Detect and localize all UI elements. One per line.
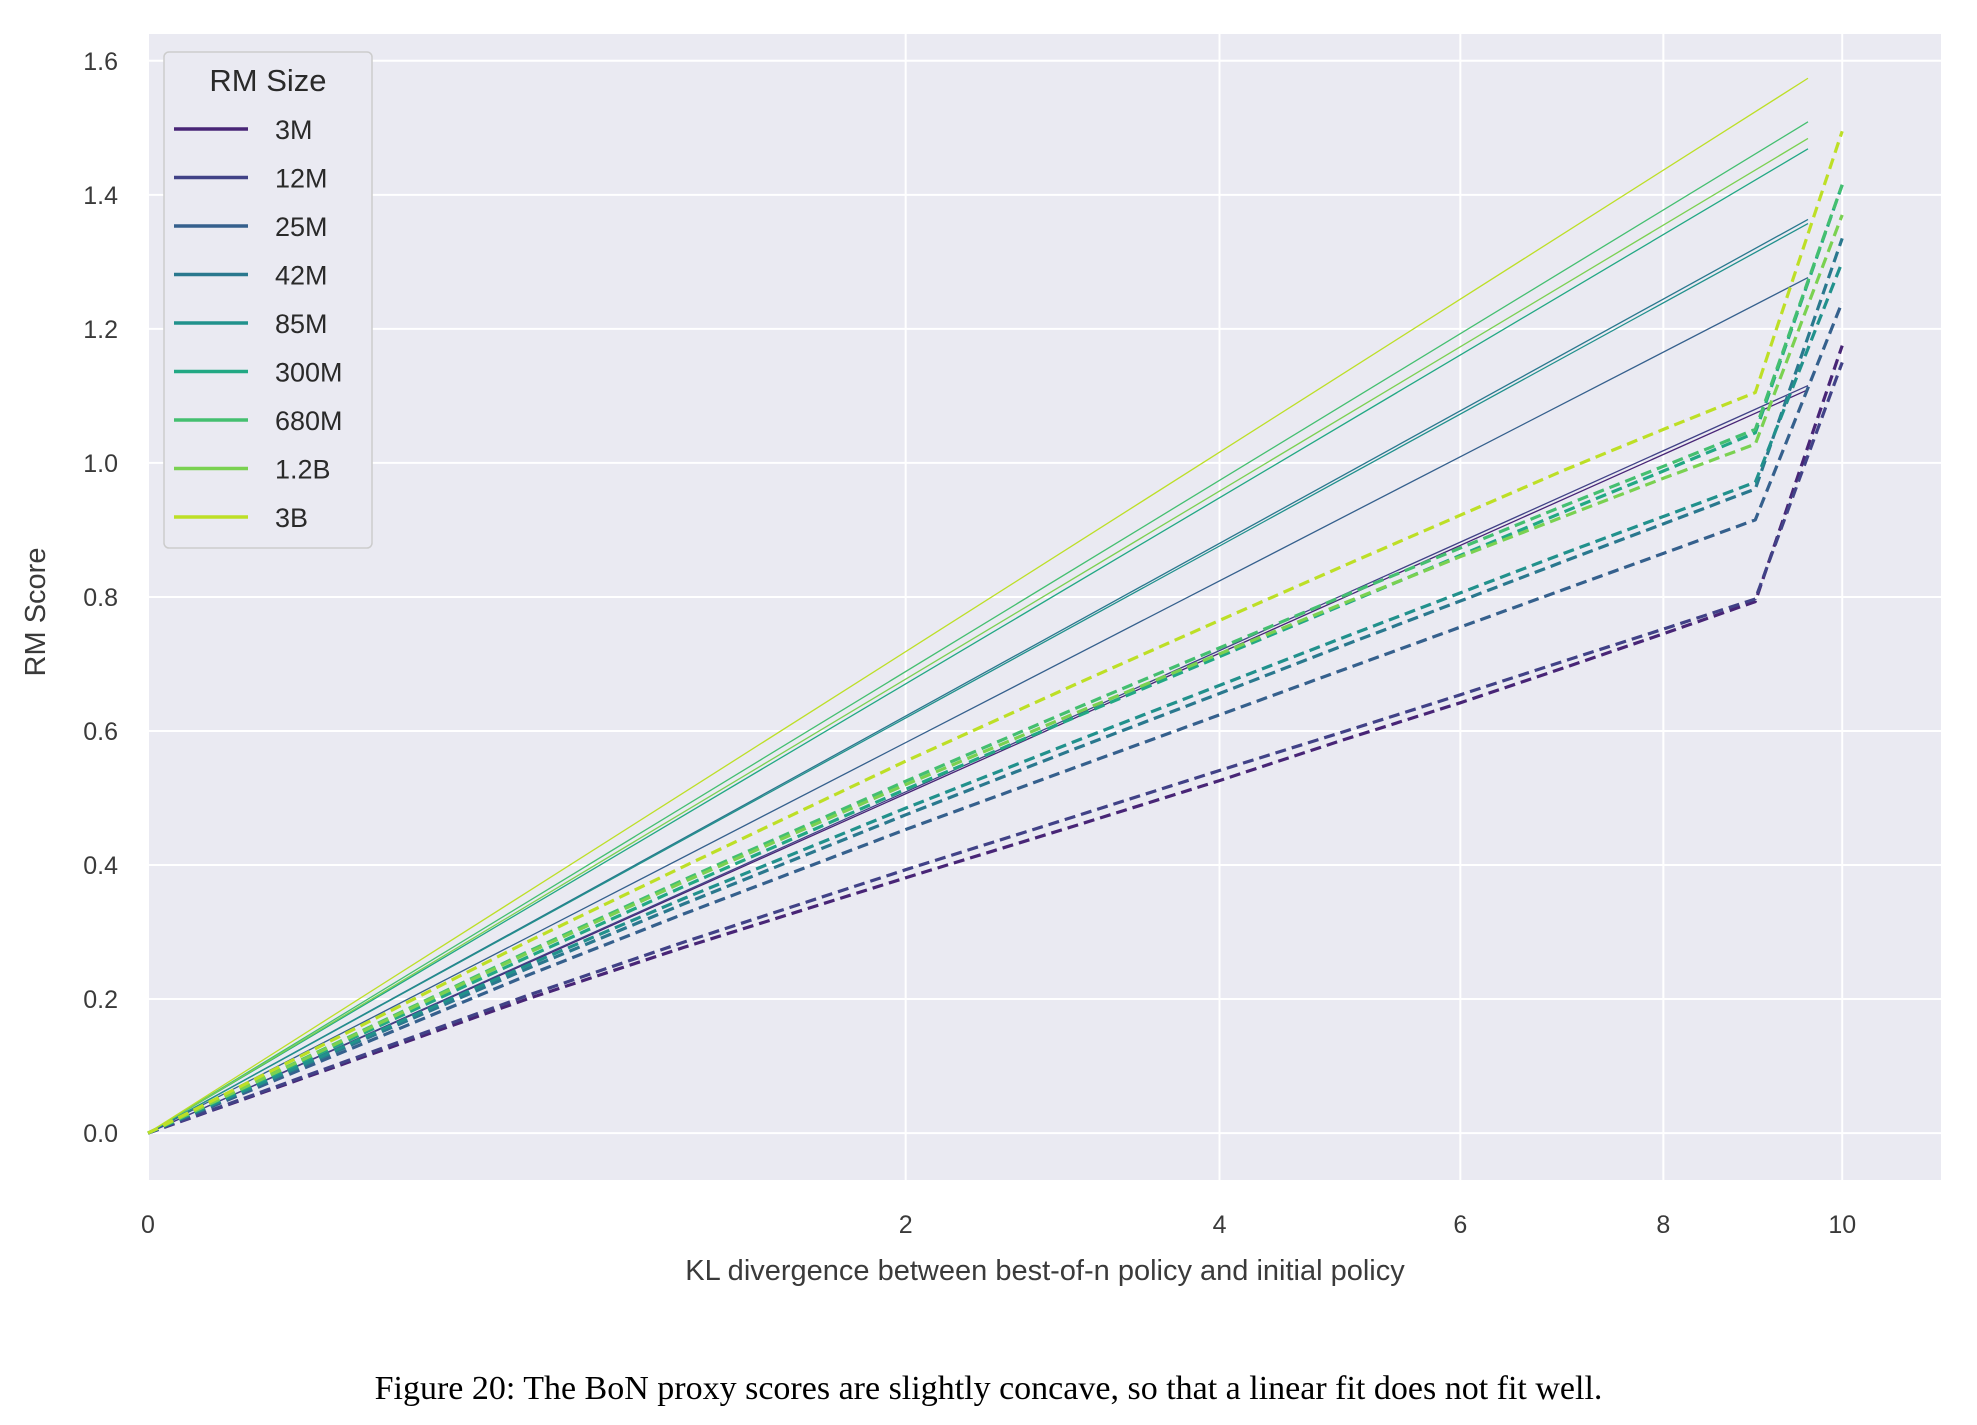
legend-label: 25M [275,212,328,242]
fit-line-300M [147,148,1809,1134]
legend-label: 3M [275,115,313,145]
data-lines [147,130,1844,1135]
legend-label: 1.2B [275,455,331,485]
x-tick-label: 0 [141,1211,155,1239]
y-tick-label: 0.0 [83,1120,118,1148]
series-line-85M [147,261,1844,1135]
x-tick-label: 8 [1656,1211,1670,1239]
series-line-300M [147,184,1844,1135]
fit-line-680M [147,121,1809,1134]
legend-title: RM Size [209,63,326,98]
legend-box [163,51,373,549]
x-ticks: 0 2 4 6 8 10 [141,1211,1856,1239]
fit-line-25M [147,277,1809,1134]
x-tick-label: 10 [1828,1211,1856,1239]
series-line-12M [147,361,1844,1135]
y-tick-label: 1.0 [83,450,118,478]
series-line-1.2B [147,214,1844,1135]
x-axis-label: KL divergence between best-of-n policy a… [685,1255,1405,1287]
fit-lines [147,77,1809,1134]
series-line-42M [147,237,1844,1135]
series-line-3B [147,130,1844,1135]
series-line-25M [147,301,1844,1135]
legend-label: 3B [275,503,308,533]
y-tick-label: 0.4 [83,852,118,880]
legend-label: 680M [275,406,343,436]
y-tick-label: 0.2 [83,986,118,1014]
y-tick-label: 1.4 [83,182,118,210]
fit-line-1.2B [147,137,1809,1134]
x-tick-label: 4 [1213,1211,1227,1239]
series-line-680M [147,184,1844,1135]
legend: RM Size 3M 12M 25M 42M 85M 300M 680M 1.2B 3B [163,51,373,549]
legend-label: 12M [275,164,328,194]
y-tick-label: 1.2 [83,316,118,344]
legend-label: 300M [275,358,343,388]
y-ticks: 0.0 0.2 0.4 0.6 0.8 1.0 1.2 1.4 1.6 [83,48,118,1148]
fit-line-85M [147,223,1809,1134]
y-axis-label: RM Score [20,548,52,677]
legend-label: 42M [275,261,328,291]
x-tick-label: 2 [899,1211,913,1239]
x-tick-label: 6 [1453,1211,1467,1239]
legend-label: 85M [275,309,328,339]
series-line-3M [147,345,1844,1135]
figure-caption: Figure 20: The BoN proxy scores are slig… [374,1370,1603,1407]
y-tick-label: 0.8 [83,584,118,612]
fit-line-3B [147,77,1809,1134]
y-tick-label: 0.6 [83,718,118,746]
y-tick-label: 1.6 [83,48,118,76]
